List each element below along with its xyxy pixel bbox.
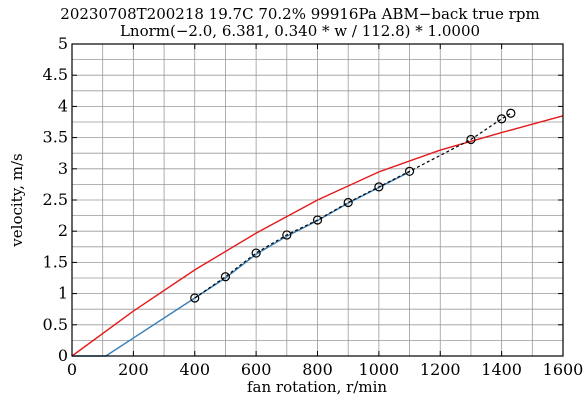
x-axis-label: fan rotation, r/min	[247, 378, 387, 396]
x-tick-label: 200	[118, 360, 149, 379]
x-tick-label: 1200	[420, 360, 461, 379]
y-tick-label: 1	[58, 284, 68, 303]
series-line-2	[72, 171, 410, 357]
plot-series	[71, 108, 564, 357]
y-tick-label: 4	[58, 96, 68, 115]
x-tick-label: 1400	[481, 360, 522, 379]
data-point	[404, 166, 415, 176]
y-tick-label: 3	[58, 159, 68, 178]
x-tick-label: 600	[241, 360, 272, 379]
y-tick-label: 2.5	[43, 190, 68, 209]
data-point	[220, 272, 231, 282]
data-point	[343, 197, 353, 208]
data-point	[282, 230, 292, 240]
y-tick-label: 5	[58, 34, 68, 53]
series-line-3	[194, 112, 512, 299]
x-tick-label: 1600	[543, 360, 584, 379]
data-point	[466, 134, 476, 145]
y-tick-label: 1.5	[43, 252, 68, 271]
chart-subtitle: Lnorm(−2.0, 6.381, 0.340 * w / 112.8) * …	[120, 22, 480, 40]
data-point	[251, 248, 261, 258]
y-axis-label: velocity, m/s	[8, 153, 26, 247]
x-axis-ticks: 0 200 400 600 800 1000 1200 1400 1600	[67, 44, 583, 379]
data-point	[506, 108, 516, 118]
data-point	[190, 293, 200, 303]
y-tick-label: 0.5	[43, 315, 68, 334]
data-point	[497, 114, 507, 124]
x-tick-label: 1000	[359, 360, 400, 379]
data-point	[374, 182, 384, 192]
data-point	[312, 215, 323, 225]
chart-title: 20230708T200218 19.7C 70.2% 99916Pa ABM−…	[60, 5, 539, 23]
y-tick-label: 0	[58, 346, 68, 365]
y-axis-ticks: 0 0.5 1 1.5 2 2.5 3 3.5 4 4.5 5	[43, 34, 563, 365]
x-tick-label: 400	[179, 360, 210, 379]
series-line-1	[71, 115, 564, 357]
y-tick-label: 3.5	[43, 128, 68, 147]
x-tick-label: 0	[67, 360, 77, 379]
y-tick-label: 4.5	[43, 65, 68, 84]
x-tick-label: 800	[302, 360, 333, 379]
y-tick-label: 2	[58, 221, 68, 240]
